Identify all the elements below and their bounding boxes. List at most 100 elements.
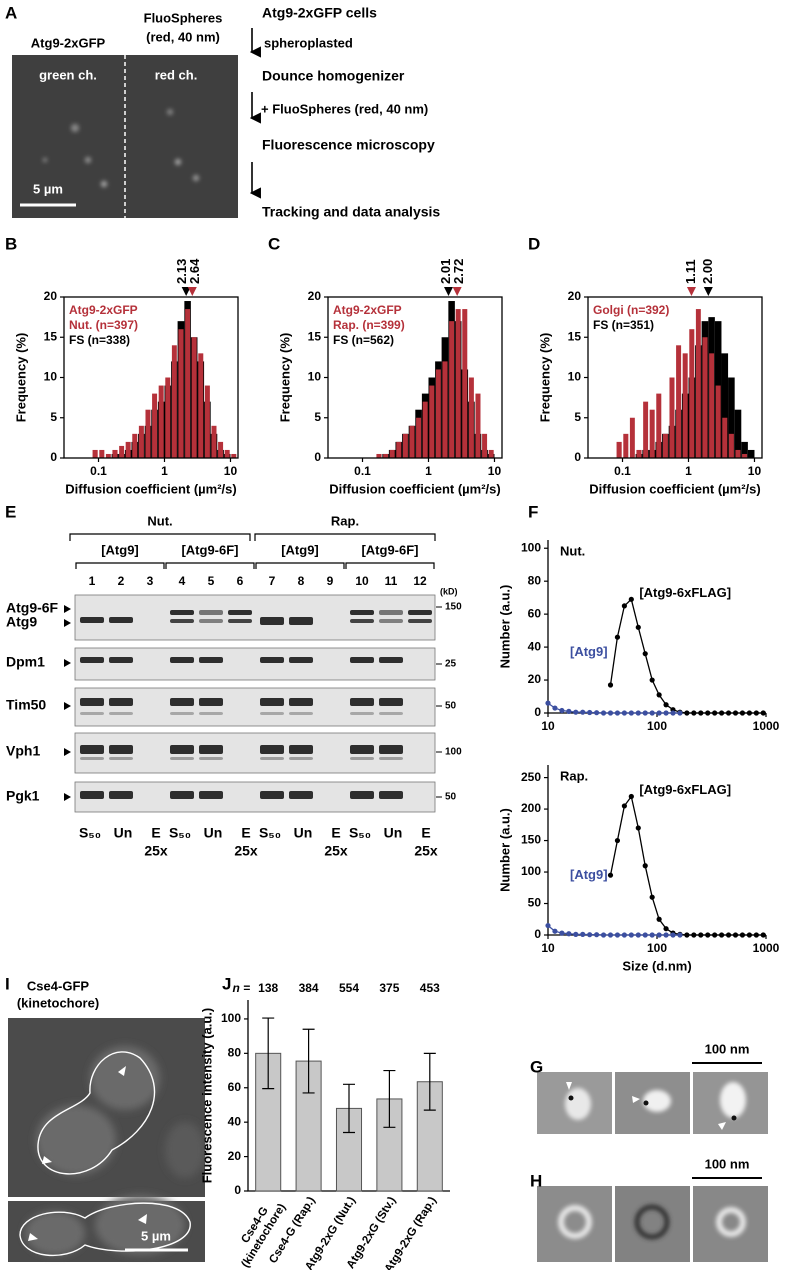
x-tick-label: 1 <box>161 464 168 478</box>
series-label: [Atg9] <box>570 867 608 882</box>
data-point <box>607 932 614 938</box>
blot-band <box>379 698 403 706</box>
data-point <box>739 932 746 938</box>
blot-strip <box>74 781 436 813</box>
y-tick-label: 100 <box>521 864 541 878</box>
marker-triangle <box>686 287 696 296</box>
lane-number: 10 <box>355 574 369 588</box>
histogram-bar <box>488 449 494 458</box>
unit-label: (kD) <box>440 586 458 596</box>
lane-number: 11 <box>385 574 398 588</box>
spot <box>167 109 173 115</box>
blot-band <box>170 698 194 706</box>
data-point <box>677 710 683 716</box>
blot-strip <box>74 594 436 641</box>
group-label: [Atg9] <box>101 542 139 557</box>
em-image <box>693 1186 768 1262</box>
y-tick-label: 0 <box>50 450 57 464</box>
cell <box>165 1122 205 1178</box>
y-tick-label: 80 <box>228 1046 242 1060</box>
blot-band <box>199 698 223 706</box>
histogram-bar <box>741 441 748 458</box>
data-point <box>719 710 725 716</box>
data-point <box>642 932 648 938</box>
workflow-step: Dounce homogenizer <box>262 68 405 84</box>
fraction-label: Un <box>204 825 223 841</box>
y-tick-label: 80 <box>528 573 542 587</box>
histogram-bar <box>218 441 224 458</box>
data-point <box>691 710 697 716</box>
histogram-bar <box>709 353 715 458</box>
data-point <box>670 932 676 938</box>
histogram-bar <box>105 453 111 458</box>
sample-size: 554 <box>339 981 359 995</box>
lane-number: 1 <box>89 574 96 588</box>
data-point <box>587 709 593 716</box>
data-point <box>649 677 655 683</box>
y-tick-label: 15 <box>568 329 582 343</box>
blot-band <box>80 757 104 760</box>
workflow-arrow-label: + FluoSpheres (red, 40 nm) <box>261 101 428 116</box>
blot-strip <box>74 687 436 727</box>
group-label: [Atg9-6F] <box>181 542 238 557</box>
data-point <box>649 932 655 938</box>
y-tick-label: 250 <box>521 770 541 784</box>
histogram-bar <box>721 353 729 458</box>
protein-label: Pgk1 <box>6 788 40 804</box>
data-point <box>580 709 586 715</box>
blot-band <box>80 657 104 663</box>
blot-band <box>170 791 194 799</box>
y-tick-label: 15 <box>44 329 58 343</box>
blot-band <box>80 617 104 623</box>
arrowhead <box>64 793 71 801</box>
channel-label: green ch. <box>39 67 97 82</box>
panel-letter: C <box>268 234 280 253</box>
fraction-label: S₅₀ <box>349 825 371 841</box>
data-point <box>656 916 662 922</box>
spot <box>101 181 107 187</box>
lane-number: 4 <box>179 574 186 588</box>
size-marker: 100 <box>445 747 462 758</box>
histogram-bar <box>211 425 217 458</box>
gold-particle <box>643 1100 649 1106</box>
fraction-label: Un <box>114 825 133 841</box>
blot-band <box>80 745 104 754</box>
fraction-label: E <box>331 825 340 841</box>
arrowhead <box>118 1066 126 1076</box>
panel-letter: A <box>5 3 17 22</box>
x-tick-label: 10 <box>748 464 762 478</box>
axes <box>547 540 766 714</box>
data-point <box>677 932 683 938</box>
panel-title: Cse4-GFP <box>27 978 89 993</box>
y-tick-label: 0 <box>534 705 541 719</box>
x-axis-label: Size (d.nm) <box>622 958 691 973</box>
data-point <box>760 710 766 716</box>
blot-strip <box>74 732 436 774</box>
histogram-bar <box>722 417 728 458</box>
data-point <box>698 710 704 716</box>
histogram-bar <box>185 309 191 458</box>
lane-number: 9 <box>327 574 334 588</box>
sample-size: 138 <box>258 981 278 995</box>
data-point <box>746 932 752 938</box>
blot-band <box>170 712 194 715</box>
blot-band <box>350 657 374 663</box>
blot-band <box>260 757 284 760</box>
blot-band <box>260 712 284 715</box>
fraction-label: E <box>151 825 160 841</box>
data-point <box>628 596 634 602</box>
workflow-step: Fluorescence microscopy <box>262 137 435 153</box>
data-point <box>573 709 579 715</box>
data-point <box>600 932 607 938</box>
x-tick-label: 100 <box>647 719 667 733</box>
data-point <box>705 932 711 938</box>
histogram-bar <box>125 441 131 458</box>
data-point <box>594 932 600 938</box>
data-point <box>670 710 676 716</box>
arrowhead <box>718 1122 726 1130</box>
gold-particle <box>731 1115 737 1121</box>
arrowhead <box>64 702 71 710</box>
data-point <box>635 825 641 831</box>
histogram-bar <box>198 353 204 458</box>
histogram-bar <box>735 449 741 458</box>
